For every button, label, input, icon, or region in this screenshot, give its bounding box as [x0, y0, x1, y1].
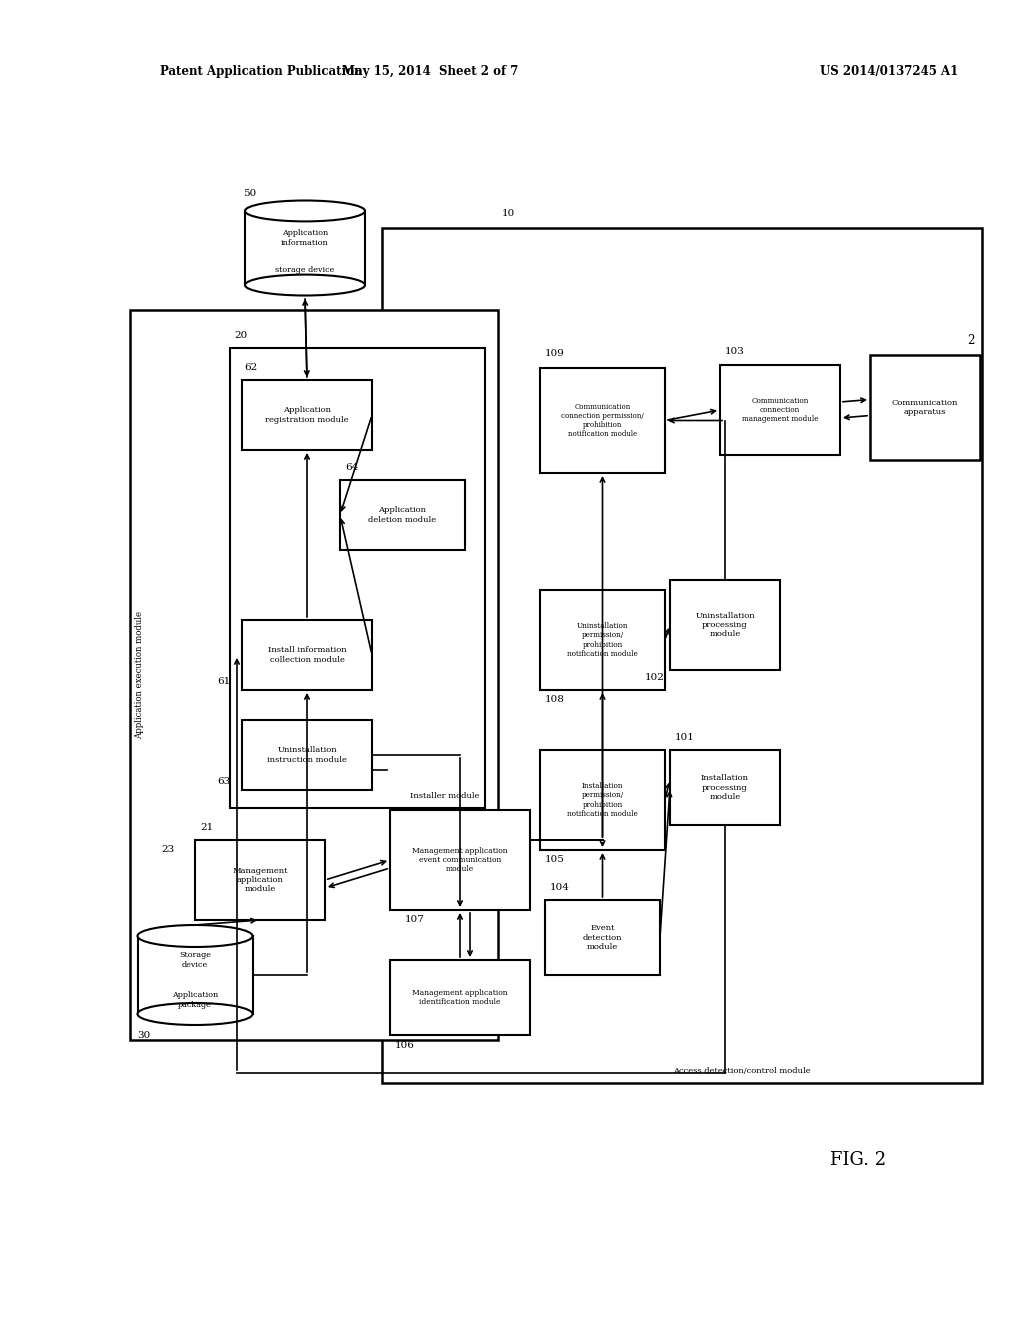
Ellipse shape	[245, 201, 365, 222]
Text: Installer module: Installer module	[411, 792, 480, 800]
Text: 62: 62	[244, 363, 257, 372]
Text: Patent Application Publication: Patent Application Publication	[160, 66, 362, 78]
Text: Event
detection
module: Event detection module	[583, 924, 623, 950]
Text: 23: 23	[162, 846, 175, 854]
Text: 30: 30	[137, 1031, 151, 1040]
Text: Communication
connection permission/
prohibition
notification module: Communication connection permission/ pro…	[561, 403, 644, 438]
Bar	[870, 355, 980, 459]
Ellipse shape	[137, 1003, 253, 1026]
Text: storage device: storage device	[275, 267, 335, 275]
Text: 104: 104	[550, 883, 570, 892]
Ellipse shape	[245, 275, 365, 296]
Text: Storage
device: Storage device	[179, 952, 211, 969]
Text: Management application
identification module: Management application identification mo…	[413, 989, 508, 1006]
Text: 61: 61	[217, 677, 230, 686]
Bar	[540, 368, 665, 473]
Text: US 2014/0137245 A1: US 2014/0137245 A1	[820, 66, 958, 78]
Bar	[230, 348, 485, 808]
Text: 106: 106	[395, 1040, 415, 1049]
Text: 50: 50	[243, 189, 256, 198]
Text: Communication
connection
management module: Communication connection management modu…	[741, 397, 818, 424]
Text: 21: 21	[200, 824, 213, 833]
Text: FIG. 2: FIG. 2	[830, 1151, 886, 1170]
Text: Communication
apparatus: Communication apparatus	[892, 399, 958, 416]
Bar	[382, 228, 982, 1082]
Text: 103: 103	[725, 346, 744, 355]
Text: Management application
event communication
module: Management application event communicati…	[413, 847, 508, 874]
Bar	[390, 960, 530, 1035]
Text: Access detection/control module: Access detection/control module	[673, 1067, 811, 1074]
Bar	[340, 480, 465, 550]
Text: 102: 102	[645, 673, 665, 682]
Bar	[242, 620, 372, 690]
Bar	[242, 719, 372, 789]
Text: Application
registration module: Application registration module	[265, 407, 349, 424]
Bar	[245, 211, 365, 285]
Text: Application
package: Application package	[172, 991, 218, 1008]
Bar	[545, 900, 660, 975]
Text: May 15, 2014  Sheet 2 of 7: May 15, 2014 Sheet 2 of 7	[342, 66, 518, 78]
Text: Uninstallation
processing
module: Uninstallation processing module	[695, 611, 755, 638]
Bar	[130, 310, 498, 1040]
Text: Installation
processing
module: Installation processing module	[701, 775, 749, 801]
Text: 10: 10	[502, 209, 515, 218]
Text: 2: 2	[968, 334, 975, 347]
Text: Application execution module: Application execution module	[135, 611, 144, 739]
Bar	[390, 810, 530, 909]
Text: 64: 64	[345, 463, 358, 473]
Bar	[195, 840, 325, 920]
Text: Management
application
module: Management application module	[232, 867, 288, 894]
Text: 107: 107	[406, 916, 425, 924]
Ellipse shape	[137, 925, 253, 946]
Bar	[540, 750, 665, 850]
Text: Install information
collection module: Install information collection module	[267, 647, 346, 664]
Text: Uninstallation
instruction module: Uninstallation instruction module	[267, 746, 347, 763]
Bar	[670, 750, 780, 825]
Text: Application
information: Application information	[282, 230, 329, 247]
Text: 108: 108	[545, 696, 565, 705]
Bar	[137, 936, 253, 1014]
Text: 20: 20	[234, 331, 247, 341]
Text: Installation
permission/
prohibition
notification module: Installation permission/ prohibition not…	[567, 783, 638, 818]
Text: 63: 63	[217, 777, 230, 787]
Bar	[540, 590, 665, 690]
Text: 101: 101	[675, 734, 695, 742]
Text: 109: 109	[545, 350, 565, 359]
Bar	[670, 579, 780, 671]
Bar	[242, 380, 372, 450]
Text: Uninstallation
permission/
prohibition
notification module: Uninstallation permission/ prohibition n…	[567, 622, 638, 657]
Bar	[720, 366, 840, 455]
Text: 105: 105	[545, 855, 565, 865]
Text: Application
deletion module: Application deletion module	[369, 507, 436, 524]
